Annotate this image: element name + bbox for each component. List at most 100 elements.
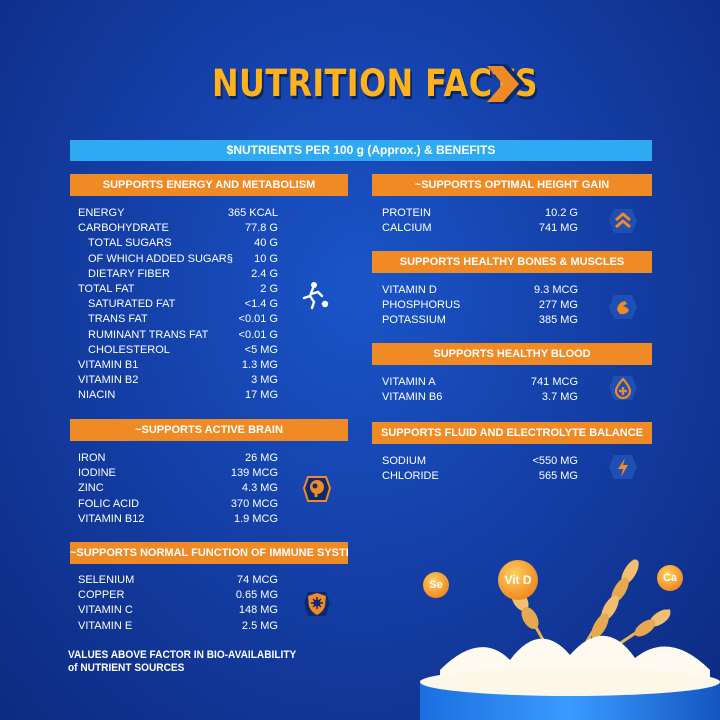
nutrient-name: SODIUM [382,455,426,467]
lightning-icon [608,452,638,482]
blood-drop-plus-icon [608,373,638,403]
nutrient-row: VITAMIN E 2.5 MG [78,619,278,634]
nutrient-row: PHOSPHORUS 277 MG [382,298,578,313]
nutrient-value: 148 MG [238,604,278,617]
nutrient-value: <550 MG [532,455,578,467]
nutrient-value: 365 KCAL [227,207,278,219]
nutrient-row: VITAMIN C 148 MG [78,603,278,618]
nutrient-name: CHLORIDE [382,470,439,483]
nutrient-value: 17 MG [244,389,278,402]
nutrient-row: SATURATED FAT <1.4 G [78,297,278,312]
nutrient-name: VITAMIN E [78,619,133,632]
nutrient-name: SELENIUM [78,574,135,586]
page-title: NUTRITION FACTS [212,61,538,105]
rows-blood: VITAMIN A 741 MCG VITAMIN B6 3.7 MG [382,375,578,405]
nutrient-value: 370 MCG [230,497,278,510]
nutrient-name: VITAMIN B6 [382,391,443,404]
nutrient-row: FOLIC ACID 370 MCG [78,497,278,512]
nutrient-value: 2.5 MG [241,619,278,632]
nutrient-row: TOTAL SUGARS 40 G [78,236,278,251]
rows-energy: ENERGY 365 KCAL CARBOHYDRATE 77.8 G TOTAL SU… [78,206,278,404]
nutrient-value: 26 MG [244,452,278,464]
nutrient-name: VITAMIN D [382,284,437,296]
nutrient-value: 139 MCG [230,467,278,480]
nutrient-row: ENERGY 365 KCAL [78,206,278,221]
nutrient-row: PROTEIN 10.2 G [382,206,578,221]
nutrient-name: ENERGY [78,207,125,219]
nutrient-value: <0.01 G [238,313,278,326]
nutrient-row: NIACIN 17 MG [78,388,278,403]
double-chevron-up-icon [608,206,638,236]
nutrient-name: IODINE [78,467,116,480]
nutrient-name: ZINC [78,482,104,495]
nutrient-value: 2 G [260,283,278,296]
footnote-line-1: VALUES ABOVE FACTOR IN BIO-AVAILABILITY [68,649,297,661]
nutrient-name: IRON [78,452,106,464]
nutrient-value: 10 G [254,252,278,265]
header-height: ~SUPPORTS OPTIMAL HEIGHT GAIN [372,174,652,196]
footnote-line-2: of NUTRIENT SOURCES [68,662,185,674]
nutrient-row: VITAMIN A 741 MCG [382,375,578,390]
nutrient-name: RUMINANT TRANS FAT [88,328,209,341]
nutrient-row: CARBOHYDRATE 77.8 G [78,221,278,236]
nutrient-value: 1.9 MCG [233,512,278,525]
flexed-arm-icon [608,292,638,322]
nutrient-name: NIACIN [78,389,116,402]
nutrient-value: 74 MCG [237,574,278,586]
nutrient-name: SATURATED FAT [88,298,176,311]
header-bones: SUPPORTS HEALTHY BONES & MUSCLES [372,251,652,273]
nutrient-name: VITAMIN C [78,604,133,617]
vitamin-d-orb-label: Vit D [504,573,532,587]
nutrient-row: POTASSIUM 385 MG [382,313,578,328]
nutrient-name: VITAMIN B2 [78,374,139,387]
nutrient-row: CHOLESTEROL <5 MG [78,343,278,358]
milk-bowl-illustration [420,559,720,720]
nutrient-name: COPPER [78,589,125,602]
nutrient-name: TOTAL SUGARS [88,237,172,250]
nutrient-row: VITAMIN D 9.3 MCG [382,283,578,298]
nutrient-name: CARBOHYDRATE [78,222,169,235]
nutrient-row: SELENIUM 74 MCG [78,573,278,588]
nutrient-name: POTASSIUM [382,314,446,327]
nutrient-row: SODIUM <550 MG [382,454,578,469]
nutrient-row: RUMINANT TRANS FAT <0.01 G [78,328,278,343]
nutrient-value: 0.65 MG [235,589,278,602]
nutrient-name: PROTEIN [382,207,431,219]
nutrients-band: $NUTRIENTS PER 100 g (Approx.) & BENEFIT… [70,140,652,161]
nutrient-name: TRANS FAT [88,313,148,326]
nutrient-name: OF WHICH ADDED SUGAR§ [88,252,233,265]
nutrient-name: CALCIUM [382,222,432,235]
rows-immune: SELENIUM 74 MCG COPPER 0.65 MG VITAMIN C 148 … [78,573,278,634]
nutrient-value: 565 MG [538,470,578,483]
nutrient-name: DIETARY FIBER [88,267,170,280]
nutrient-value: <1.4 G [244,298,278,311]
nutrient-row: TOTAL FAT 2 G [78,282,278,297]
nutrient-name: CHOLESTEROL [88,343,170,356]
nutrient-value: 77.8 G [244,222,278,235]
nutrient-row: VITAMIN B1 1.3 MG [78,358,278,373]
rows-bones: VITAMIN D 9.3 MCG PHOSPHORUS 277 MG POTASSIU… [382,283,578,329]
nutrient-name: VITAMIN B1 [78,359,139,372]
rows-fluid: SODIUM <550 MG CHLORIDE 565 MG [382,454,578,484]
nutrient-name: PHOSPHORUS [382,299,461,312]
rows-height: PROTEIN 10.2 G CALCIUM 741 MG [382,206,578,236]
brain-head-icon [302,473,332,503]
rows-brain: IRON 26 MG IODINE 139 MCG ZINC 4.3 MG FOLIC AC… [78,451,278,527]
shield-virus-icon [302,588,332,618]
title-block: NUTRITION FACTS [212,58,591,108]
nutrient-name: VITAMIN A [382,376,436,388]
nutrient-value: 10.2 G [544,207,578,219]
nutrient-row: TRANS FAT <0.01 G [78,312,278,327]
nutrient-value: 1.3 MG [241,359,278,372]
nutrient-row: COPPER 0.65 MG [78,588,278,603]
calcium-orb-label: Ca [662,572,678,584]
nutrient-row: CHLORIDE 565 MG [382,469,578,484]
nutrient-row: IRON 26 MG [78,451,278,466]
nutrient-name: FOLIC ACID [78,497,140,510]
nutrient-value: 277 MG [538,299,578,312]
header-energy: SUPPORTS ENERGY AND METABOLISM [70,174,348,196]
nutrient-row: VITAMIN B2 3 MG [78,373,278,388]
header-immune: ~SUPPORTS NORMAL FUNCTION OF IMMUNE SYST… [70,542,348,564]
nutrient-row: IODINE 139 MCG [78,466,278,481]
nutrient-value: 385 MG [538,314,578,327]
